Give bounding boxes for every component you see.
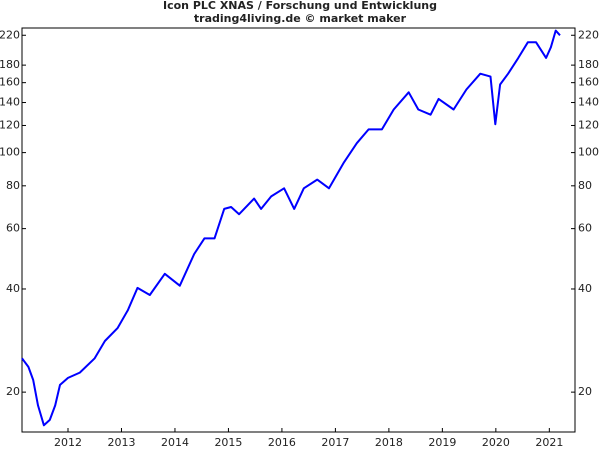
x-tick-label: 2015: [214, 436, 242, 449]
y-tick-label-right: 140: [578, 96, 599, 109]
x-tick-label: 2013: [107, 436, 135, 449]
y-tick-label-right: 40: [578, 282, 592, 295]
x-tick-label: 2018: [375, 436, 403, 449]
y-tick-label: 100: [0, 146, 20, 159]
x-tick-label: 2012: [54, 436, 82, 449]
y-tick-label-right: 100: [578, 146, 599, 159]
y-tick-label-right: 60: [578, 222, 592, 235]
chart-subtitle: trading4living.de © market maker: [194, 12, 407, 25]
y-tick-label: 20: [6, 385, 20, 398]
x-tick-label: 2014: [161, 436, 189, 449]
y-tick-label-right: 20: [578, 385, 592, 398]
y-tick-label: 160: [0, 76, 20, 89]
x-tick-label: 2021: [535, 436, 563, 449]
y-tick-label-right: 80: [578, 179, 592, 192]
y-tick-label: 140: [0, 96, 20, 109]
x-tick-label: 2017: [321, 436, 349, 449]
price-line: [21, 29, 561, 427]
y-tick-label: 40: [6, 282, 20, 295]
y-tick-label: 180: [0, 58, 20, 71]
x-tick-label: 2019: [428, 436, 456, 449]
y-tick-label-right: 180: [578, 58, 599, 71]
y-tick-label-right: 160: [578, 76, 599, 89]
y-tick-label: 80: [6, 179, 20, 192]
y-tick-label: 120: [0, 118, 20, 131]
y-tick-label: 220: [0, 28, 20, 41]
x-tick-label: 2020: [482, 436, 510, 449]
chart-title: Icon PLC XNAS / Forschung und Entwicklun…: [163, 0, 437, 12]
y-tick-label: 60: [6, 222, 20, 235]
x-tick-label: 2016: [268, 436, 296, 449]
y-tick-label-right: 120: [578, 118, 599, 131]
y-tick-label-right: 220: [578, 28, 599, 41]
plot-frame: [21, 27, 576, 433]
